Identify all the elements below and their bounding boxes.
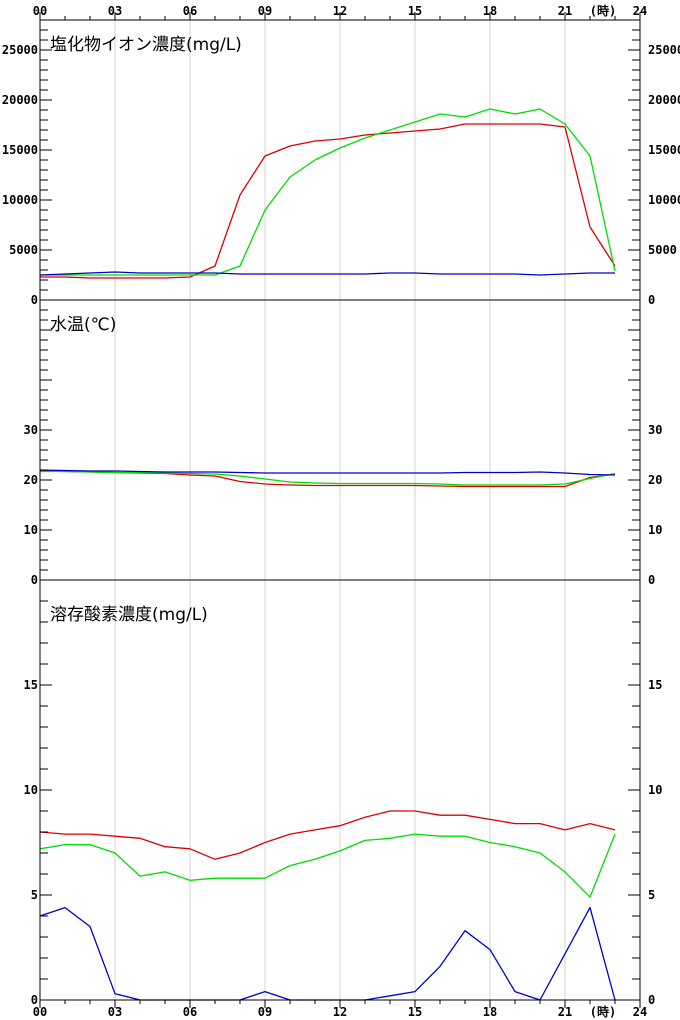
- x-tick-label-bottom: 00: [33, 1005, 47, 1019]
- panel-title-dissolved-oxygen: 溶存酸素濃度(mg/L): [50, 605, 208, 625]
- x-tick-label-bottom: 09: [258, 1005, 272, 1019]
- y-tick-label-left: 0: [31, 293, 38, 307]
- x-unit-label-top: (時): [590, 3, 616, 18]
- vertical-gridlines: [114, 20, 566, 1000]
- y-tick-label-right: 15000: [648, 143, 680, 157]
- y-tick-label-right: 20000: [648, 93, 680, 107]
- y-tick-label-left: 0: [31, 573, 38, 587]
- y-tick-label-right: 10000: [648, 193, 680, 207]
- y-tick-label-left: 5: [31, 888, 38, 902]
- y-tick-label-left: 15000: [2, 143, 38, 157]
- y-tick-label-right: 0: [648, 293, 655, 307]
- x-tick-label-top: 18: [483, 4, 497, 18]
- y-tick-label-left: 0: [31, 993, 38, 1007]
- y-tick-label-right: 0: [648, 993, 655, 1007]
- y-tick-label-left: 5000: [9, 243, 38, 257]
- y-tick-label-right: 30: [648, 423, 662, 437]
- y-tick-label-right: 5000: [648, 243, 677, 257]
- y-tick-label-right: 15: [648, 678, 662, 692]
- panel-title-chloride: 塩化物イオン濃度(mg/L): [50, 35, 242, 55]
- x-tick-label-top: 12: [333, 4, 347, 18]
- y-tick-label-right: 25000: [648, 43, 680, 57]
- x-tick-label-bottom: 06: [183, 1005, 197, 1019]
- x-tick-label-top: 24: [633, 4, 647, 18]
- series-line-1-1: [40, 470, 616, 486]
- tick-marks: [39, 12, 641, 1008]
- y-tick-label-left: 30: [24, 423, 38, 437]
- x-tick-label-bottom: 21: [558, 1005, 572, 1019]
- x-tick-label-bottom: 15: [408, 1005, 422, 1019]
- x-tick-label-top: 15: [408, 4, 422, 18]
- y-tick-label-left: 25000: [2, 43, 38, 57]
- series-line-0-0: [40, 123, 616, 279]
- y-tick-label-left: 20000: [2, 93, 38, 107]
- series-line-0-1: [40, 108, 616, 276]
- series-line-2-1: [39, 833, 616, 898]
- x-tick-label-top: 00: [33, 4, 47, 18]
- y-tick-label-left: 15: [24, 678, 38, 692]
- y-tick-label-right: 10: [648, 783, 662, 797]
- y-tick-label-right: 10: [648, 523, 662, 537]
- x-tick-label-bottom: 18: [483, 1005, 497, 1019]
- y-tick-label-right: 20: [648, 473, 662, 487]
- y-tick-label-right: 5: [648, 888, 655, 902]
- panel-title-water-temp: 水温(℃): [50, 315, 116, 335]
- y-tick-label-left: 10: [24, 523, 38, 537]
- y-tick-label-left: 10: [24, 783, 38, 797]
- x-tick-label-bottom: 24: [633, 1005, 647, 1019]
- x-tick-label-top: 06: [183, 4, 197, 18]
- series-line-2-0: [39, 810, 616, 860]
- series-line-0-2: [39, 271, 615, 276]
- y-tick-label-left: 20: [24, 473, 38, 487]
- x-tick-label-top: 09: [258, 4, 272, 18]
- series-line-1-2: [39, 469, 616, 476]
- x-tick-label-bottom: 03: [108, 1005, 122, 1019]
- x-unit-label-bottom: (時): [590, 1004, 616, 1019]
- y-tick-label-left: 10000: [2, 193, 38, 207]
- x-tick-label-bottom: 12: [333, 1005, 347, 1019]
- x-tick-label-top: 21: [558, 4, 572, 18]
- x-tick-label-top: 03: [108, 4, 122, 18]
- y-tick-label-right: 0: [648, 573, 655, 587]
